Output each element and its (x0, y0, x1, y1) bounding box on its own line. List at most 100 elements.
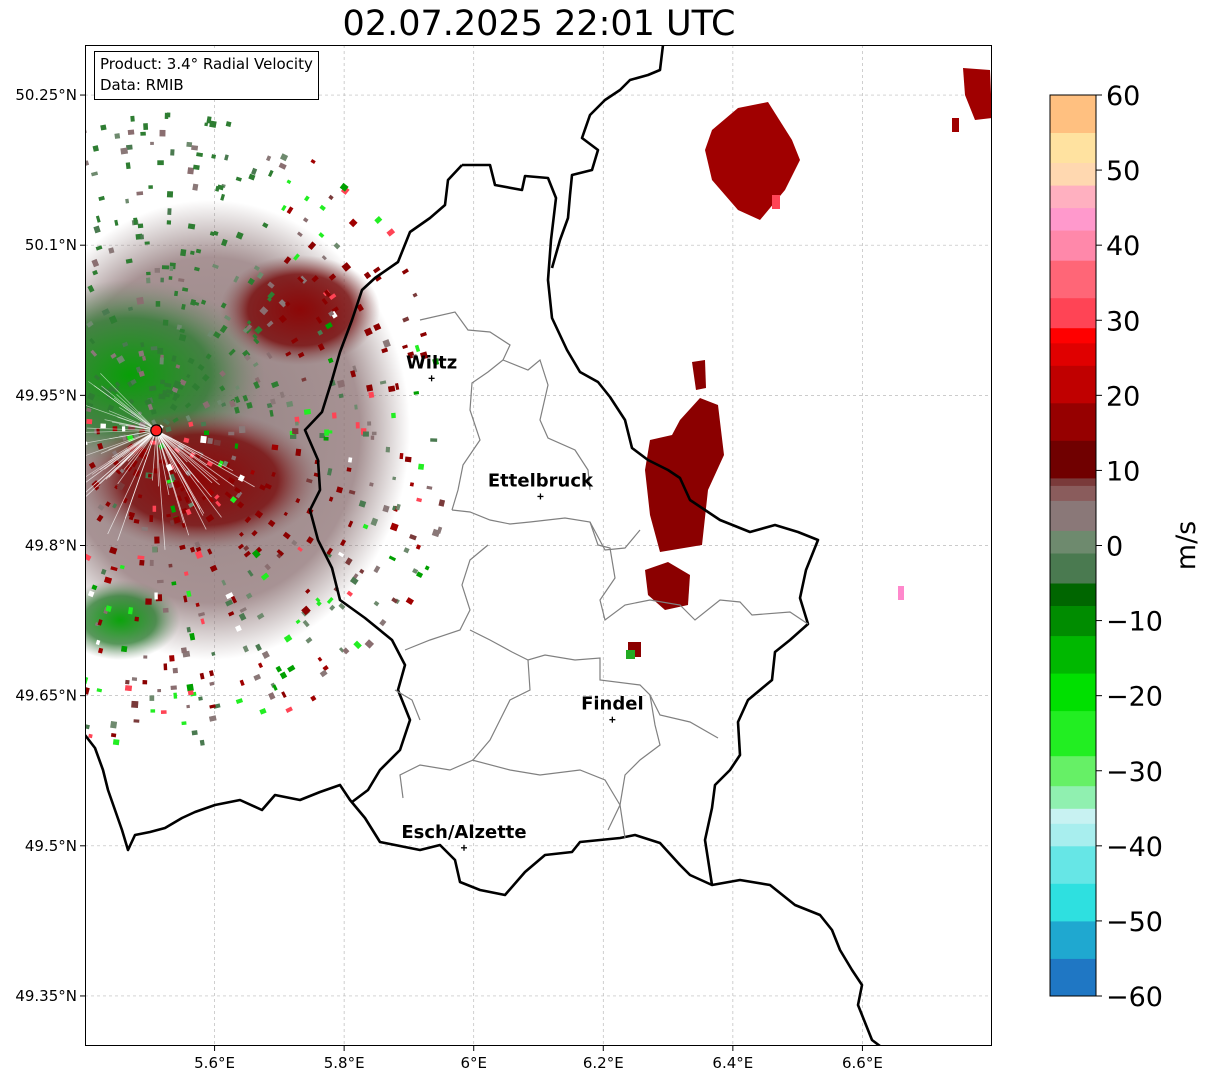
radial-streak (119, 407, 157, 431)
echo-pixel (379, 619, 387, 627)
echo-pixel (370, 435, 375, 440)
echo-pixel (324, 289, 332, 298)
echo-pixel (202, 400, 211, 409)
colorbar-segment (1050, 500, 1096, 531)
echo-pixel (297, 546, 303, 552)
lon-tick-label: 5.8°E (324, 1054, 365, 1072)
echo-pixel (154, 592, 158, 600)
echo-pixel (70, 358, 78, 366)
echo-pixel (209, 681, 215, 686)
colorbar-segment (1050, 785, 1096, 809)
echo-pixel (432, 358, 440, 366)
echo-pixel (199, 672, 205, 680)
echo-pixel (253, 265, 261, 272)
echo-pixel (289, 430, 295, 435)
echo-pixel (195, 546, 202, 552)
echo-pixel (271, 444, 279, 451)
echo-pixel (392, 505, 397, 511)
echo-pixel (228, 348, 236, 356)
echo-pixel (301, 377, 307, 382)
echo-pixel (11, 432, 16, 439)
echo-pixel (21, 557, 28, 564)
echo-pixel (180, 647, 188, 654)
echo-pixel (206, 488, 215, 496)
echo-pixel (350, 370, 357, 378)
echo-pixel (178, 278, 185, 283)
city-wiltz: Wiltz (406, 352, 457, 382)
echo-pixel (72, 446, 77, 451)
echo-pixel (279, 391, 285, 399)
radial-streak (85, 430, 157, 433)
echo-pixel (131, 700, 139, 708)
echo-pixel (242, 645, 249, 653)
echo-pixel (401, 268, 409, 275)
echo-pixel (354, 404, 358, 410)
echo-pixel (57, 592, 65, 599)
echo-pixel (346, 590, 353, 597)
echo-pixel (74, 127, 80, 132)
echo-pixel (137, 410, 143, 416)
colorbar-tick-label: −50 (1106, 907, 1163, 938)
echo-pixel (328, 273, 337, 281)
echo-pixel (266, 402, 273, 409)
echo-pixel (420, 351, 429, 360)
echo-pixel (196, 152, 204, 158)
echo-pixel (61, 673, 66, 678)
radial-streak (155, 430, 204, 516)
echo-pixel (381, 347, 389, 354)
echo-pixel (373, 600, 380, 607)
echo-pixel (268, 692, 276, 701)
echo-pixel (4, 237, 12, 245)
echo-pixel (216, 399, 223, 406)
echo-pixel (86, 320, 94, 328)
echo-pixel (96, 688, 103, 693)
echo-pixel (136, 296, 145, 305)
echo-pixel (223, 314, 231, 322)
radial-streak (155, 430, 188, 463)
echo-pixel (154, 268, 160, 273)
colorbar-segment (1050, 920, 1096, 959)
echo-pixel (204, 430, 209, 435)
echo-pixel (2, 388, 10, 394)
echo-pixel (173, 290, 179, 297)
echo-pixel (331, 412, 337, 419)
echo-pixel (120, 645, 128, 653)
echo-pixel (183, 595, 188, 603)
colorbar-tick-label: 10 (1106, 456, 1140, 487)
echo-pixel (221, 579, 227, 586)
echo-pixel (186, 590, 192, 598)
echo-pixel (206, 460, 214, 467)
echo-pixel (368, 391, 375, 399)
echo-pixel (105, 501, 111, 508)
echo-pixel (283, 634, 293, 643)
echo-pixel (58, 601, 64, 608)
lat-tick-label: 49.35°N (15, 987, 77, 1005)
echo-pixel (137, 494, 143, 499)
echo-pixel (339, 182, 349, 192)
radial-streak (100, 373, 157, 431)
echo-pixel (189, 546, 196, 553)
echo-pixel (0, 641, 5, 649)
echo-pixel (179, 379, 187, 386)
echo-pixel (186, 683, 194, 692)
echo-pixel (31, 572, 38, 579)
colorbar-segment (1050, 553, 1096, 584)
echo-pixel (55, 584, 62, 591)
echo-pixel (116, 355, 126, 364)
echo-pixel (120, 147, 129, 155)
echo-pixel (269, 409, 274, 417)
echo-pixel (392, 476, 397, 481)
echo-pixel (284, 301, 291, 307)
echo-pixel (157, 689, 162, 693)
echo-pixel (75, 668, 81, 675)
echo-pixel (205, 514, 215, 523)
echo-pixel (139, 559, 145, 566)
echo-pixel (188, 502, 195, 508)
lon-tick-label: 5.6°E (194, 1054, 235, 1072)
echo-pixel (272, 684, 278, 691)
echo-pixel (395, 503, 401, 511)
echo-pixel (110, 721, 118, 729)
echo-pixel (222, 460, 229, 467)
echo-pixel (228, 399, 236, 408)
echo-pixel (246, 320, 252, 325)
